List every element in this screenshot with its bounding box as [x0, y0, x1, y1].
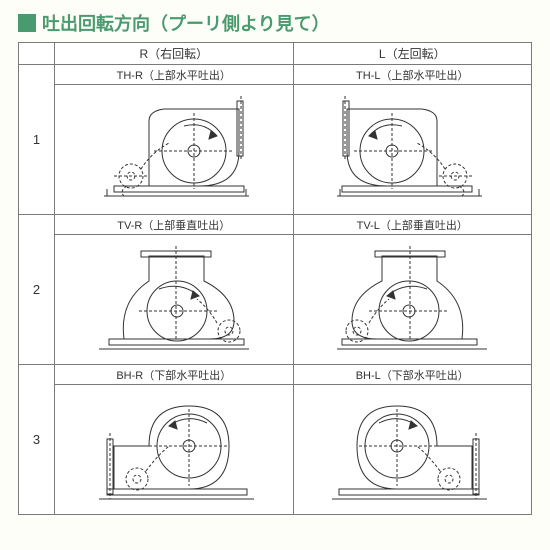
- label-th-r: TH-R（上部水平吐出）: [55, 65, 293, 85]
- label-tv-r: TV-R（上部垂直吐出）: [55, 215, 293, 235]
- diagram-th-l: [293, 85, 531, 215]
- row-num-3: 3: [19, 365, 55, 515]
- diagram-tv-r: [55, 235, 293, 365]
- diagram-bh-r: [55, 385, 293, 515]
- row-num-1: 1: [19, 65, 55, 215]
- page-title-row: 吐出回転方向（プーリ側より見て）: [18, 10, 532, 36]
- diagram-th-r: [55, 85, 293, 215]
- title-bullet: [18, 14, 36, 32]
- header-r: R（右回転）: [55, 43, 293, 65]
- page-title: 吐出回転方向（プーリ側より見て）: [42, 10, 330, 36]
- diagram-bh-l: [293, 385, 531, 515]
- label-tv-l: TV-L（上部垂直吐出）: [293, 215, 531, 235]
- corner-cell: [19, 43, 55, 65]
- label-th-l: TH-L（上部水平吐出）: [293, 65, 531, 85]
- label-bh-r: BH-R（下部水平吐出）: [55, 365, 293, 385]
- row-num-2: 2: [19, 215, 55, 365]
- rotation-table: R（右回転） L（左回転） 1 TH-R（上部水平吐出） TH-L（上部水平吐出…: [18, 42, 532, 515]
- diagram-tv-l: [293, 235, 531, 365]
- header-l: L（左回転）: [293, 43, 531, 65]
- label-bh-l: BH-L（下部水平吐出）: [293, 365, 531, 385]
